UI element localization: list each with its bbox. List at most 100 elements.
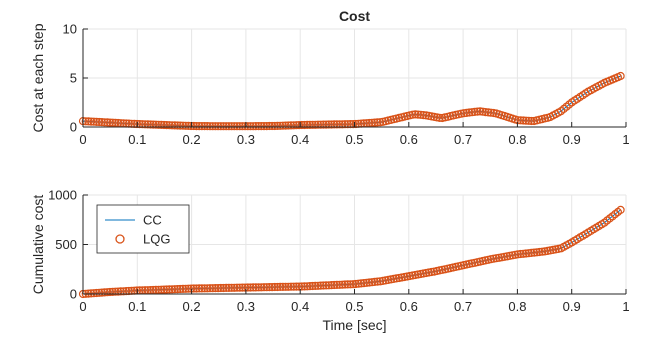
data-point-lqg [305, 120, 314, 130]
data-point-lqg [527, 248, 536, 257]
data-point-lqg [357, 279, 366, 288]
y-axis-label: Cumulative cost [30, 195, 46, 295]
data-point-lqg [519, 116, 528, 125]
data-point-lqg [243, 122, 252, 131]
data-point-lqg [616, 71, 625, 81]
data-point-lqg [251, 283, 260, 292]
data-point-lqg [262, 121, 271, 131]
data-point-lqg [265, 283, 274, 292]
data-point-lqg [165, 285, 174, 294]
data-point-lqg [81, 117, 90, 126]
data-point-lqg [322, 120, 331, 129]
data-point-lqg [556, 106, 566, 116]
data-point-lqg [305, 282, 314, 291]
data-point-lqg [230, 283, 239, 292]
data-point-lqg [219, 122, 228, 131]
data-point-lqg [254, 121, 263, 131]
data-point-lqg [200, 284, 209, 293]
data-point-lqg [408, 110, 417, 119]
data-point-lqg [157, 285, 166, 294]
data-point-lqg [238, 283, 247, 292]
legend-box [96, 204, 190, 254]
data-point-lqg [316, 120, 325, 129]
data-point-lqg [257, 121, 266, 131]
data-point-lqg [330, 280, 339, 290]
data-point-lqg [259, 121, 269, 131]
data-point-lqg [419, 110, 428, 120]
chart-title: Cost [339, 8, 370, 24]
data-point-lqg [119, 287, 128, 296]
data-point-lqg [335, 280, 344, 289]
data-point-lqg [241, 122, 250, 131]
y-tick-label: 5 [70, 71, 77, 86]
x-tick-label: 0.2 [183, 132, 201, 147]
data-point-lqg [254, 283, 263, 292]
data-point-lqg [303, 282, 312, 291]
data-point-lqg [173, 121, 182, 130]
data-point-lqg [111, 287, 120, 296]
data-point-lqg [157, 120, 166, 130]
data-point-lqg [138, 120, 147, 129]
y-tick-label: 0 [70, 120, 77, 135]
data-point-lqg [367, 118, 377, 127]
data-point-lqg [257, 283, 266, 292]
data-point-lqg [365, 278, 374, 287]
data-point-lqg [205, 122, 215, 131]
data-point-lqg [565, 100, 574, 109]
data-point-lqg [197, 284, 206, 293]
data-point-lqg [273, 121, 282, 131]
data-point-lqg [189, 284, 198, 293]
x-tick-label: 0.8 [508, 299, 526, 314]
data-point-lqg [197, 121, 206, 131]
legend-swatch-lqg [115, 234, 125, 244]
data-point-lqg [338, 120, 347, 129]
data-point-lqg [262, 283, 271, 292]
x-tick-label: 0.1 [128, 299, 146, 314]
data-point-lqg [330, 120, 339, 129]
data-point-lqg [216, 283, 225, 293]
data-point-lqg [268, 121, 277, 131]
data-point-lqg [108, 287, 117, 296]
data-point-lqg [92, 117, 101, 127]
data-point-lqg [246, 283, 255, 292]
data-point-lqg [278, 121, 287, 130]
data-point-lqg [478, 107, 487, 116]
data-point-lqg [343, 280, 352, 289]
x-tick-label: 0.3 [237, 299, 255, 314]
data-point-lqg [276, 121, 285, 130]
data-point-lqg [343, 120, 352, 129]
data-point-lqg [95, 288, 104, 297]
data-point-lqg [370, 118, 379, 127]
data-point-lqg [211, 284, 220, 293]
data-point-lqg [178, 284, 188, 293]
x-tick-label: 0.4 [291, 299, 309, 314]
data-point-lqg [95, 117, 104, 127]
data-point-lqg [484, 108, 493, 117]
x-tick-label: 0.1 [128, 132, 146, 147]
data-point-lqg [265, 121, 274, 131]
data-point-lqg [219, 283, 228, 293]
data-point-lqg [292, 282, 301, 291]
data-point-lqg [230, 122, 239, 131]
x-tick-label: 0.7 [454, 132, 472, 147]
data-point-lqg [367, 278, 377, 287]
data-point-lqg [235, 283, 244, 292]
data-point-lqg [308, 281, 317, 291]
data-point-lqg [521, 116, 531, 125]
data-point-lqg [300, 282, 309, 291]
x-tick-label: 0.7 [454, 299, 472, 314]
data-point-lqg [362, 278, 371, 287]
data-point-lqg [295, 282, 304, 291]
data-point-lqg [562, 102, 571, 111]
x-tick-label: 1 [622, 132, 629, 147]
data-point-lqg [521, 249, 531, 258]
data-point-lqg [416, 110, 425, 119]
data-point-lqg [241, 283, 250, 292]
x-tick-label: 0.8 [508, 132, 526, 147]
data-point-lqg [295, 120, 304, 130]
data-point-lqg [459, 109, 468, 118]
y-tick-label: 10 [63, 22, 77, 37]
bottom-subplot: 0 0.1 0.2 0.3 0.4 0.5 0.6 0.7 0.8 0.9 1 0 500 1000Cum… [30, 188, 630, 334]
top-subplot: 0 0.1 0.2 0.3 0.4 0.5 0.6 0.7 0.8 0.9 10510CostCos… [30, 8, 630, 147]
data-point-lqg [286, 121, 296, 130]
